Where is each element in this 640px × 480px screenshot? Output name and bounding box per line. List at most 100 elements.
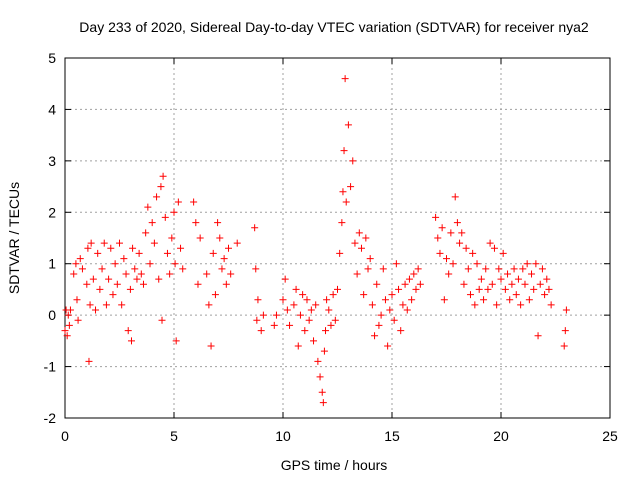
data-point [371,332,379,340]
data-point [113,280,121,288]
data-point [528,270,536,278]
data-point [65,321,73,329]
y-tick-label: 4 [48,101,56,117]
data-point [477,275,485,283]
data-point [493,301,501,309]
data-point [504,270,512,278]
data-point [220,255,228,263]
data-point [227,270,235,278]
data-point [414,265,422,273]
data-point [538,265,546,273]
chart-title: Day 233 of 2020, Sidereal Day-to-day VTE… [79,19,589,35]
data-point [290,301,298,309]
data-point [144,203,152,211]
data-point [214,219,222,227]
data-point [397,327,405,335]
data-point [196,234,204,242]
data-point [281,275,289,283]
data-point [146,260,154,268]
data-point [541,291,549,299]
data-point [179,265,187,273]
data-point [64,311,72,319]
data-point [560,342,568,350]
y-tick-label: 2 [48,204,56,220]
data-point [63,332,71,340]
data-point [405,275,413,283]
data-point [375,321,383,329]
data-point [517,301,525,309]
data-point [72,260,80,268]
data-point [488,280,496,288]
data-point [116,239,123,247]
data-point [211,291,219,299]
data-point [305,316,313,324]
data-point [336,249,344,257]
data-point [190,198,198,206]
data-point [216,234,224,242]
data-point [464,265,472,273]
data-point [299,291,307,299]
x-tick-label: 10 [275,428,291,444]
data-point [286,321,294,329]
data-point [440,296,448,304]
data-point [157,183,165,191]
x-tick-labels: 0 5 10 15 20 25 [61,428,618,444]
data-point [362,234,370,242]
data-point [403,306,411,314]
x-tick-label: 20 [493,428,509,444]
data-point [94,249,102,257]
data-point [462,244,470,252]
data-point [76,255,84,263]
data-point [453,219,461,227]
data-point [495,265,503,273]
data-point [443,255,450,263]
data-point [107,244,115,252]
data-point [547,301,555,309]
data-point [322,327,330,335]
data-point [525,296,533,304]
data-point [74,316,82,324]
data-point [203,270,211,278]
data-point [395,285,403,293]
data-point [338,219,346,227]
data-point [341,75,349,83]
data-point [172,337,180,345]
data-point [381,296,389,304]
data-point [89,275,97,283]
data-point [351,239,359,247]
data-point [320,347,328,355]
data-point [78,265,86,273]
data-point [519,265,527,273]
data-point [83,280,91,288]
data-point [109,291,117,299]
data-point [96,285,104,293]
data-point [135,249,143,257]
data-point [301,327,309,335]
data-point [480,296,488,304]
data-point [562,306,570,314]
data-point [506,296,514,304]
data-point [296,311,304,319]
data-point [399,301,407,309]
data-point [456,239,464,247]
data-point [120,255,128,263]
data-point [482,265,490,273]
y-tick-labels: -2 -1 0 1 2 3 4 5 [44,50,57,426]
data-point [344,121,352,129]
data-point [508,280,516,288]
data-point [131,265,139,273]
data-point [388,291,396,299]
data-point [233,239,241,247]
data-point [272,311,280,319]
data-point [253,316,261,324]
data-point [171,260,179,268]
y-tick-label: 1 [48,256,56,272]
data-point [469,249,477,257]
data-point [318,388,326,396]
data-point [434,234,442,242]
data-point [292,285,300,293]
axis-ticks [64,57,611,419]
data-point [484,285,492,293]
data-point [510,265,518,273]
data-point [129,244,137,252]
